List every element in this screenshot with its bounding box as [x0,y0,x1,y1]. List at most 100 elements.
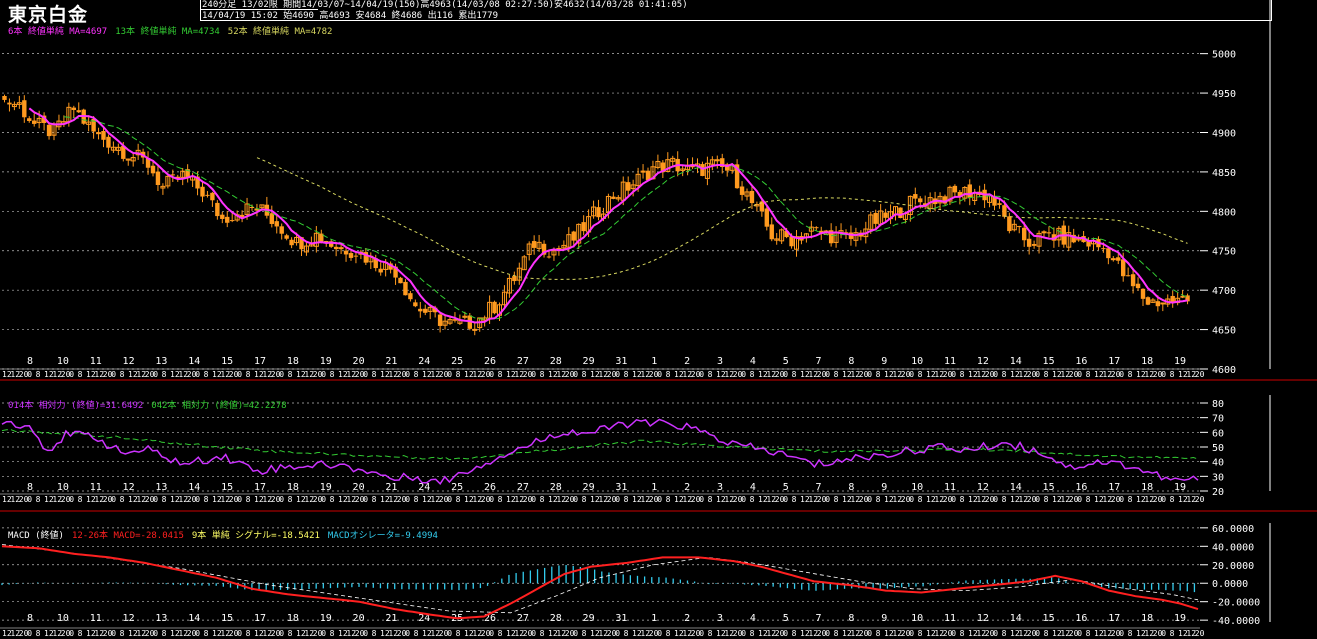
candle-body-down [418,308,423,312]
rsi-day-label: 24 [418,482,430,493]
rsi-hour-label: 0 [867,495,872,504]
rsi-hour-label: 12 [598,495,608,504]
price-day-label: 2 [684,356,690,367]
candle-body-down [145,157,151,168]
macd-hour-label: 12 [422,629,432,638]
candle-body-up [427,306,433,312]
macd-hour-label: 20 [313,629,323,638]
candle-body-down [398,277,403,284]
rsi-hour-label: 12 [338,495,348,504]
candle-body-up [937,195,943,204]
candle-body-down [343,250,349,255]
rsi-hour-label: 0 [363,495,368,504]
rsi-hour-label: 8 [498,495,503,504]
candle-body-up [447,319,453,324]
rsi-day-label: 7 [816,482,822,493]
macd-day-label: 2 [684,613,690,624]
macd-hour-label: 12 [850,629,860,638]
macd-day-label: 3 [717,613,723,624]
candle-body-down [1145,297,1151,305]
price-hour-label: 8 [330,370,335,379]
candle-body-up [294,236,300,244]
candle-body-down [1130,274,1136,287]
candle-body-down [581,222,586,232]
chart-title: 東京白金 [8,4,89,26]
candle-body-down [378,268,383,273]
rsi-hour-label: 12 [758,495,768,504]
price-day-label: 25 [451,356,463,367]
price-hour-label: 0 [363,370,368,379]
price-hour-label: 0 [1119,370,1124,379]
price-y-tick-label: 4650 [1212,326,1236,337]
rsi-day-label: 8 [27,482,33,493]
macd-hour-label: 12 [338,629,348,638]
rsi-hour-label: 0 [1161,495,1166,504]
price-day-label: 9 [881,356,887,367]
price-y-tick-label: 4750 [1212,247,1236,258]
macd-hour-label: 20 [1027,629,1037,638]
candle-body-up [655,161,661,168]
macd-hour-label: 20 [985,629,995,638]
macd-hour-label: 8 [1044,629,1049,638]
candle-body-up [244,203,250,215]
macd-hour-label: 8 [1128,629,1133,638]
macd-day-label: 10 [911,613,923,624]
macd-hour-label: 0 [195,629,200,638]
price-hour-label: 20 [943,370,953,379]
candle-body-down [645,170,651,181]
candle-body-up [165,175,171,187]
price-hour-label: 12 [842,370,852,379]
macd-hour-label: 12 [556,629,566,638]
macd-day-label: 5 [783,613,789,624]
rsi-hour-label: 0 [825,495,830,504]
candle-body-up [868,214,874,230]
candle-body-up [665,159,671,173]
candle-body-down [284,235,289,239]
price-hour-label: 12 [682,370,692,379]
candle-body-up [36,117,42,124]
candle-body-down [1125,275,1131,277]
price-hour-label: 8 [750,370,755,379]
price-hour-label: 12 [472,370,482,379]
macd-hour-label: 8 [204,629,209,638]
price-hour-label: 20 [775,370,785,379]
price-hour-label: 0 [699,370,704,379]
rsi-hour-label: 0 [153,495,158,504]
macd-hour-label: 0 [237,629,242,638]
price-hour-label: 20 [313,370,323,379]
price-hour-label: 0 [111,370,116,379]
candle-body-down [759,201,765,212]
price-hour-label: 12 [1178,370,1188,379]
price-hour-label: 12 [800,370,810,379]
candle-body-down [170,174,175,176]
candle-body-down [843,232,849,234]
macd-day-label: 26 [484,613,496,624]
macd-day-label: 12 [123,613,135,624]
price-hour-label: 8 [960,370,965,379]
macd-day-label: 11 [90,613,102,624]
rsi-hour-label: 12 [892,495,902,504]
macd-hour-label: 0 [489,629,494,638]
rsi-day-label: 29 [583,482,595,493]
macd-hour-label: 8 [36,629,41,638]
price-hour-label: 12 [1018,370,1028,379]
candle-body-down [333,246,339,250]
rsi-hour-label: 12 [506,495,516,504]
rsi-day-label: 21 [385,482,397,493]
macd-hour-label: 20 [397,629,407,638]
rsi-hour-label: 8 [1044,495,1049,504]
price-legend-entry-0: 6本 終値単純 MA=4697 [8,27,108,37]
price-hour-label: 0 [279,370,284,379]
rsi-hour-label: 20 [1027,495,1037,504]
candle-body-down [725,164,730,171]
price-day-label: 11 [944,356,956,367]
ma13-line [63,116,1188,320]
price-hour-label: 20 [607,370,617,379]
candle-body-down [200,186,205,197]
candle-body-down [1135,283,1141,289]
rsi-day-label: 16 [1075,482,1087,493]
rsi-hour-label: 8 [414,495,419,504]
rsi-hour-label: 8 [624,495,629,504]
macd-hour-label: 12 [178,629,188,638]
rsi-hour-label: 8 [1002,495,1007,504]
